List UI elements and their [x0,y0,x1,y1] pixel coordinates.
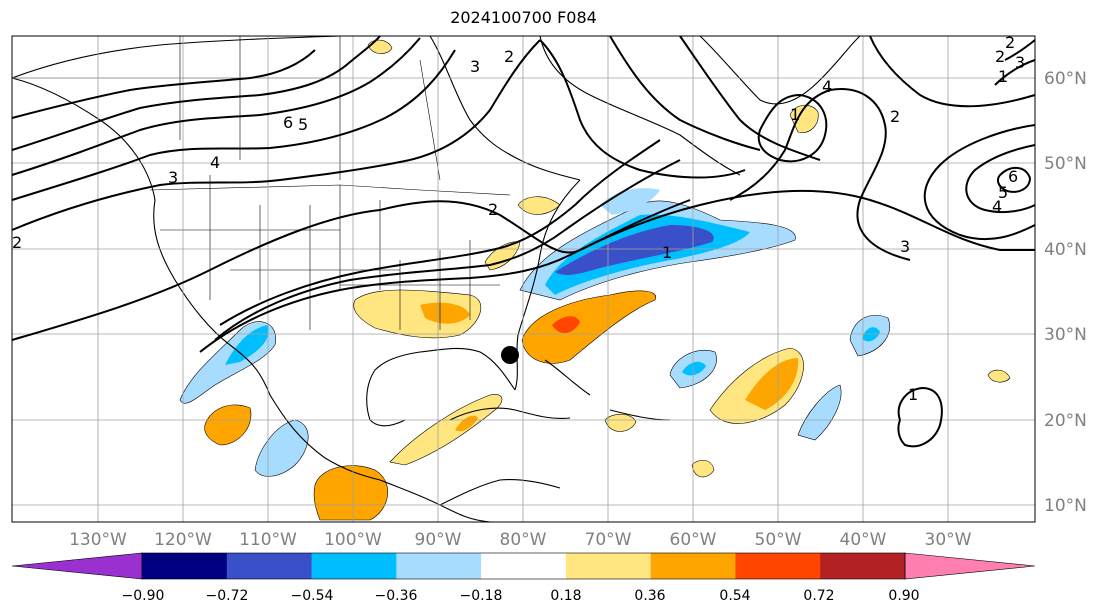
contour-label: 2 [890,107,900,126]
lon-label: 100°W [324,530,382,550]
colorbar-extension-high [904,552,1036,580]
contour-label: 1 [908,385,918,404]
colorbar-segment [820,553,906,579]
colorbar-tick-label: 0.54 [719,588,750,604]
lon-label: 60°W [670,530,717,550]
colorbar-tick-labels: −0.90 −0.72 −0.54 −0.36 −0.18 0.18 0.36 … [122,588,920,604]
contour-lines [11,35,1036,448]
colorbar-segment [311,553,397,579]
colorbar-tick-label: 0.90 [888,588,919,604]
colorbar-tick-label: −0.90 [122,588,165,604]
colorbar-tick-label: −0.18 [460,588,503,604]
storm-marker [501,346,519,364]
contour-label: 6 [1008,167,1018,186]
colorbar-tick-label: −0.54 [291,588,334,604]
lon-label: 130°W [69,530,127,550]
positive-anomaly-midatlantic-core [745,358,799,410]
lon-label: 50°W [755,530,802,550]
contour-label: 3 [168,168,178,187]
positive-anomaly-gulf-coast [353,289,482,339]
colorbar [11,552,1036,580]
contour-label: 4 [822,77,832,96]
contour-label: 2 [504,47,514,66]
negative-anomaly-baja-core [225,325,269,365]
positive-anomaly-atlantic-core [552,316,580,334]
colorbar-frame [141,552,906,580]
contour-label: 6 [283,113,293,132]
lat-label: 50°N [1044,154,1087,174]
positive-anomaly-newfoundland [789,104,819,133]
positive-anomaly-central-atlantic [987,369,1011,383]
positive-anomaly-lesser-antilles [604,413,637,432]
colorbar-segment [226,553,313,579]
contour-label: 4 [210,153,220,172]
contour-label: 3 [900,237,910,256]
lon-label: 70°W [585,530,632,550]
contour-label: 5 [998,183,1008,202]
lon-label: 110°W [239,530,297,550]
latitude-labels: 60°N 50°N 40°N 30°N 20°N 10°N [1044,69,1087,516]
contour-label: 1 [998,67,1008,86]
contour-label: 1 [790,105,800,124]
lat-label: 40°N [1044,240,1087,260]
negative-anomaly-atlantic-3 [797,384,842,441]
lon-label: 90°W [415,530,462,550]
colorbar-segment [481,553,567,579]
colorbar-extension-low [11,552,143,580]
colorbar-tick-label: 0.36 [634,588,665,604]
colorbar-segment [565,553,652,579]
contour-label: 2 [488,200,498,219]
contour-label: 2 [995,47,1005,66]
lon-label: 40°W [840,530,887,550]
lat-label: 10°N [1044,496,1087,516]
negative-anomaly-ne [600,188,660,215]
positive-anomaly-atlantic [521,290,657,364]
contour-label-group: 6 5 4 3 2 1 2 3 4 1 2 1 6 5 4 3 2 1 2 3 … [12,33,1025,404]
positive-anomaly-pacific-1 [204,404,252,446]
negative-anomaly-peak [555,225,714,275]
lat-label: 20°N [1044,411,1087,431]
longitude-labels: 130°W 120°W 110°W 100°W 90°W 80°W 70°W 6… [69,530,972,550]
positive-anomaly-caribbean [389,394,503,466]
colorbar-tick-label: 0.18 [550,588,581,604]
contour-label: 2 [1005,33,1015,52]
lon-label: 120°W [154,530,212,550]
graticule [12,36,1035,522]
colorbar-tick-label: −0.72 [206,588,249,604]
negative-anomaly-atlantic-1-core [682,361,706,376]
contour-label: 5 [298,115,308,134]
map-title: 2024100700 F084 [450,8,597,27]
positive-anomaly-pacific-2 [313,465,389,521]
colorbar-segment [735,553,821,579]
contour-label: 4 [992,197,1002,216]
colorbar-tick-label: −0.36 [375,588,418,604]
positive-anomaly-caribbean-core [455,415,478,432]
lon-label: 80°W [500,530,547,550]
colorbar-segment [396,553,482,579]
lon-label: 30°W [925,530,972,550]
colorbar-tick-label: 0.72 [803,588,834,604]
contour-label: 3 [470,57,480,76]
contour-label: 2 [12,233,22,252]
contour-label: 1 [662,243,672,262]
lat-label: 60°N [1044,69,1087,89]
contour-label: 3 [1015,53,1025,72]
positive-anomaly-gulf-coast-core [420,302,470,324]
positive-anomaly-yucatan [691,460,715,478]
lat-label: 30°N [1044,325,1087,345]
colorbar-segment [142,553,228,579]
colorbar-segment [650,553,736,579]
